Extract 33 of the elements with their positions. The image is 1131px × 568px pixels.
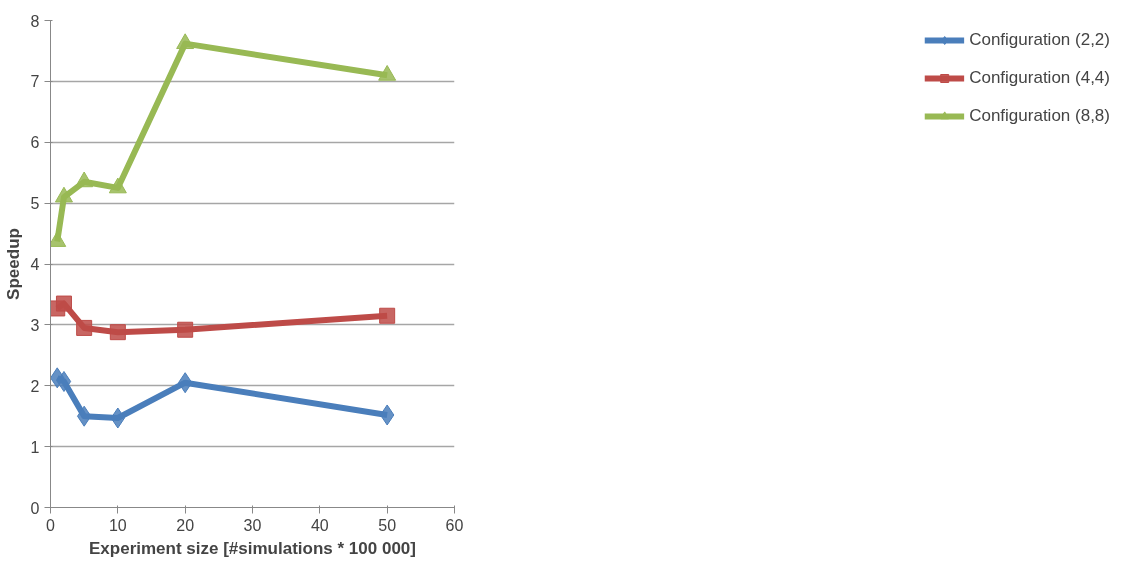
point (176, 33, 195, 50)
y-tick-label: 7 (30, 73, 40, 91)
point (76, 319, 93, 336)
x-axis-title: Experiment size [#simulations * 100 000] (89, 538, 416, 558)
point (108, 177, 127, 194)
legend-label: Configuration (4,4) (969, 68, 1110, 88)
x-tick-label: 60 (445, 516, 464, 534)
y-tick-label: 2 (30, 377, 40, 395)
y-tick-label: 1 (30, 438, 40, 456)
y-axis-title: Speedup (3, 228, 23, 300)
y-tick-label: 0 (30, 499, 40, 517)
x-tick-label: 50 (378, 516, 397, 534)
point (177, 321, 194, 338)
point (54, 186, 73, 203)
point (379, 307, 396, 324)
x-tick-label: 10 (108, 516, 127, 534)
point (75, 171, 94, 188)
y-tick-label: 5 (30, 195, 40, 213)
y-tick-label: 6 (30, 134, 40, 152)
point (56, 370, 72, 392)
point (55, 295, 72, 312)
x-tick-label: 20 (176, 516, 195, 534)
legend-label: Configuration (2,2) (969, 30, 1110, 50)
legend-label: Configuration (8,8) (969, 106, 1110, 126)
x-tick-label: 0 (46, 516, 56, 534)
point (378, 64, 397, 81)
y-tick-label: 4 (30, 256, 40, 273)
y-tick-label: 8 (30, 12, 40, 30)
x-tick-label: 30 (243, 516, 262, 534)
x-tick-label: 40 (310, 516, 329, 534)
point (50, 231, 67, 247)
y-tick-label: 3 (30, 316, 40, 334)
point (109, 324, 126, 341)
